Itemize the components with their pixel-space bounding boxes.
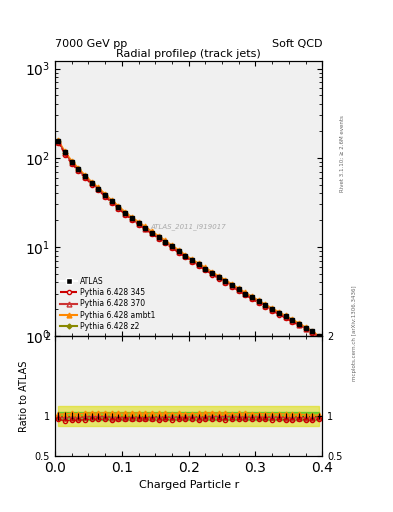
Text: mcplots.cern.ch [arXiv:1306.3436]: mcplots.cern.ch [arXiv:1306.3436]: [352, 285, 357, 380]
Text: Rivet 3.1.10; ≥ 2.6M events: Rivet 3.1.10; ≥ 2.6M events: [340, 115, 345, 192]
X-axis label: Charged Particle r: Charged Particle r: [138, 480, 239, 490]
Text: 7000 GeV pp: 7000 GeV pp: [55, 38, 127, 49]
Text: Soft QCD: Soft QCD: [272, 38, 322, 49]
Y-axis label: Ratio to ATLAS: Ratio to ATLAS: [19, 360, 29, 432]
Title: Radial profileρ (track jets): Radial profileρ (track jets): [116, 49, 261, 59]
Legend: ATLAS, Pythia 6.428 345, Pythia 6.428 370, Pythia 6.428 ambt1, Pythia 6.428 z2: ATLAS, Pythia 6.428 345, Pythia 6.428 37…: [57, 273, 159, 334]
Text: ATLAS_2011_I919017: ATLAS_2011_I919017: [151, 223, 226, 230]
